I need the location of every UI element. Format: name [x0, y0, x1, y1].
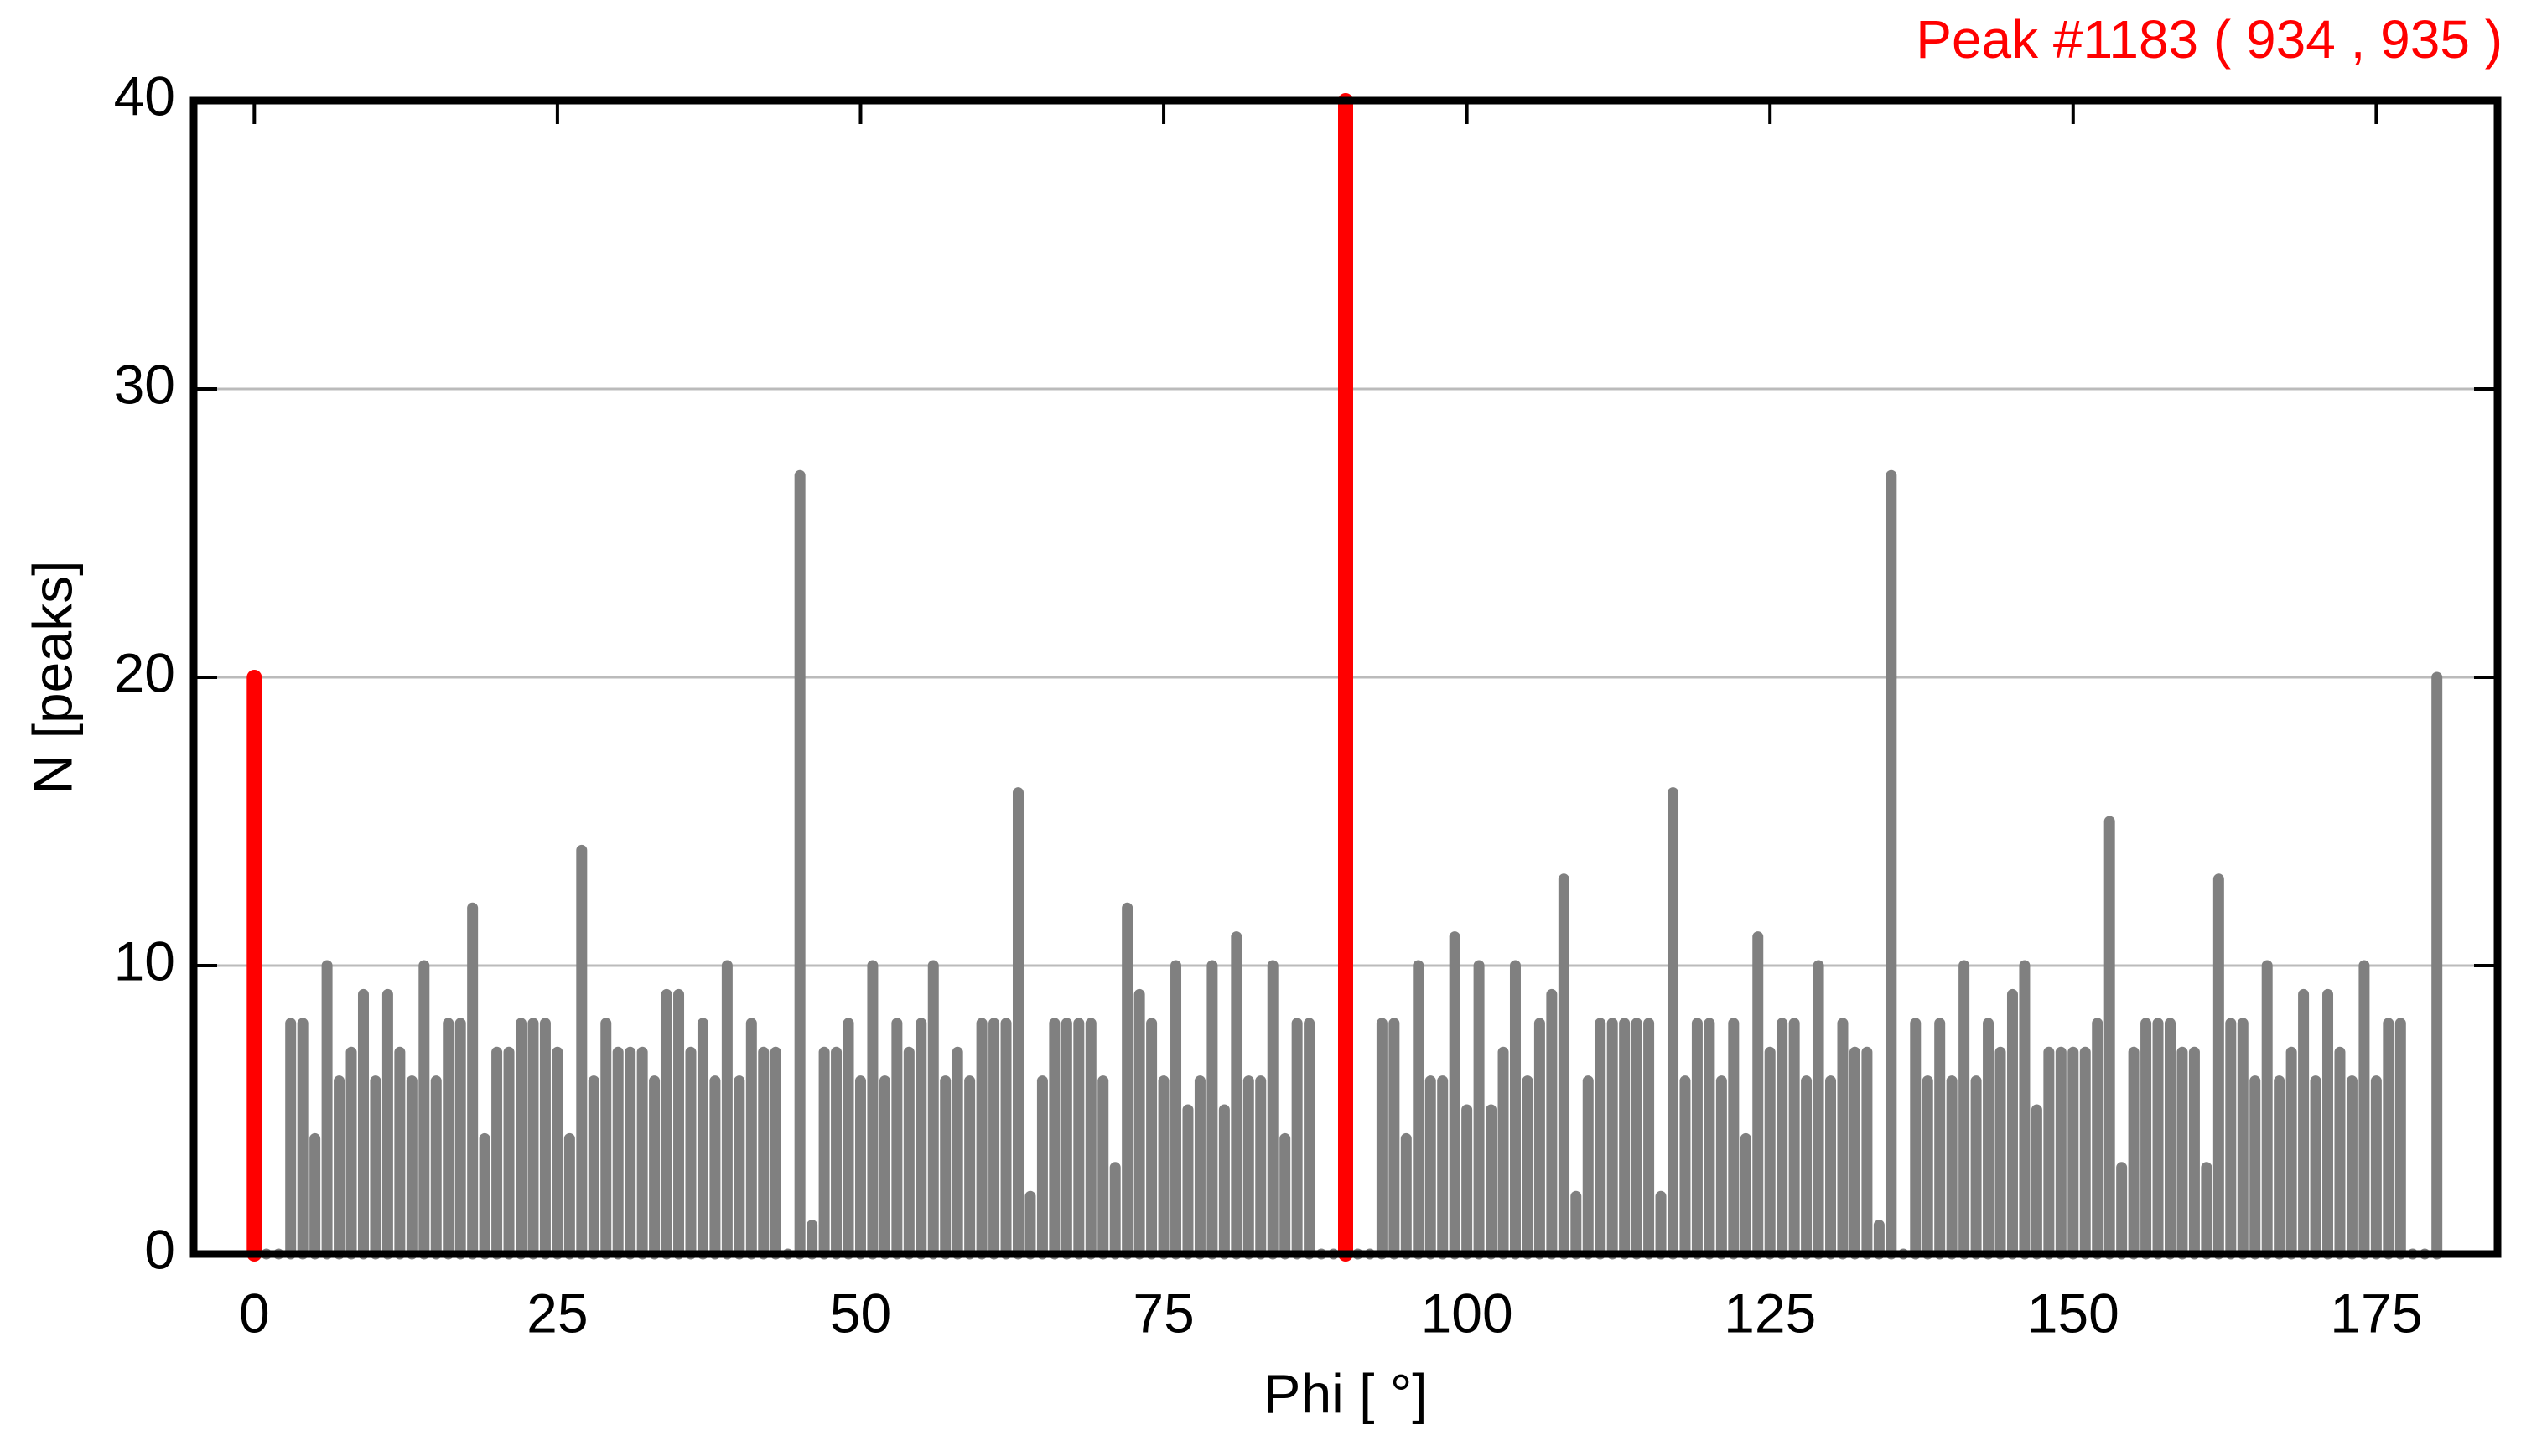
x-tick-label: 25	[527, 1282, 588, 1344]
x-tick-label: 0	[239, 1282, 270, 1344]
x-tick-label: 75	[1133, 1282, 1194, 1344]
y-tick-label: 20	[114, 641, 175, 703]
y-axis-label: N [peaks]	[21, 561, 83, 795]
y-tick-label: 10	[114, 930, 175, 992]
x-tick-label: 125	[1724, 1282, 1816, 1344]
x-tick-label: 50	[830, 1282, 891, 1344]
x-tick-label: 100	[1421, 1282, 1513, 1344]
annotation: Peak #1183 ( 934 , 935 )	[1916, 9, 2503, 70]
x-tick-label: 175	[2330, 1282, 2422, 1344]
x-axis-label: Phi [ °]	[1263, 1362, 1427, 1424]
y-tick-label: 40	[114, 65, 175, 127]
y-tick-label: 0	[144, 1218, 175, 1280]
x-tick-label: 150	[2027, 1282, 2119, 1344]
y-tick-label: 30	[114, 353, 175, 415]
plot-frame	[189, 96, 2502, 1258]
